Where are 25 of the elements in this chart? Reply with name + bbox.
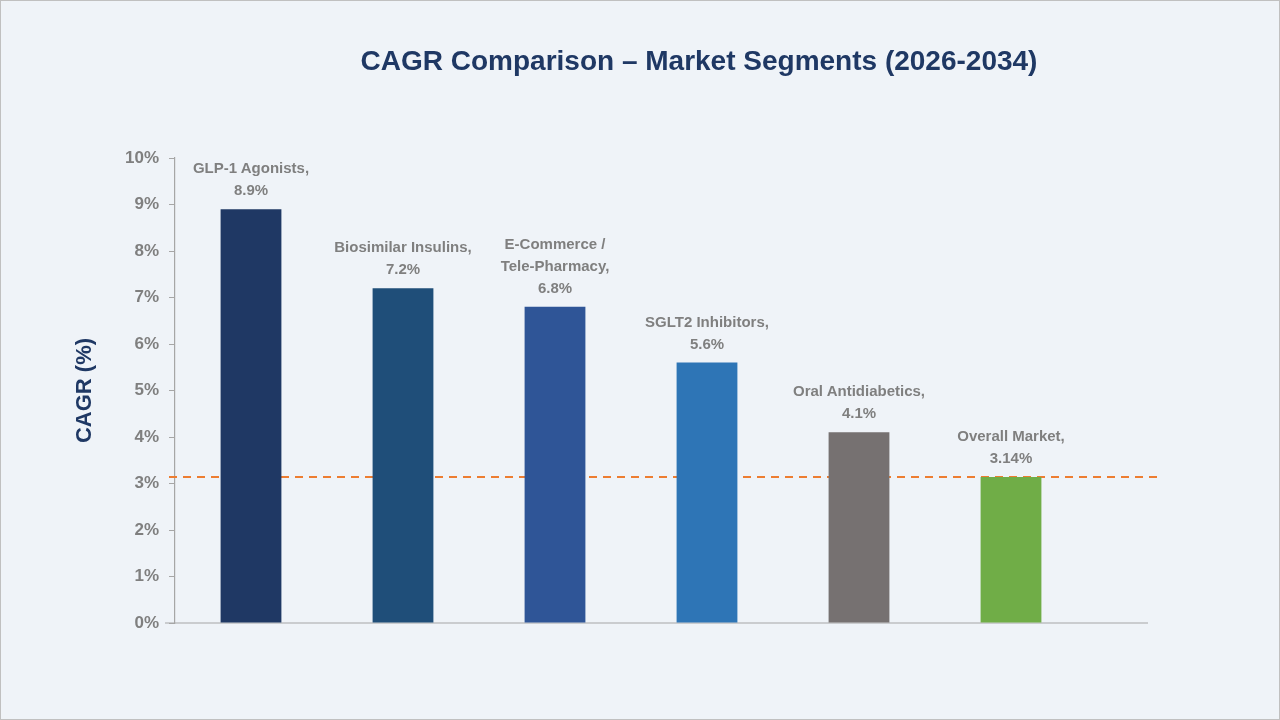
y-tick-label: 8% [134,240,159,260]
y-tick-label: 5% [134,380,159,400]
bar [372,288,434,623]
bar [676,362,738,623]
y-tick-label: 10% [124,147,159,167]
bar [220,209,282,623]
y-tick-label: 4% [134,426,159,446]
y-tick-label: 9% [134,194,159,214]
y-tick-label: 2% [134,519,159,539]
data-label: Biosimilar Insulins, 7.2% [334,238,472,278]
y-tick-label: 1% [134,566,159,586]
y-axis-title: CAGR (%) [71,337,97,444]
data-label: SGLT2 Inhibitors, 5.6% [645,312,769,352]
y-tick-label: 3% [134,473,159,493]
data-label: Overall Market, 3.14% [957,426,1065,466]
data-label: GLP-1 Agonists, 8.9% [192,159,310,199]
bar [980,476,1042,623]
y-tick-label: 0% [134,612,159,632]
data-label: E-Commerce / Tele-Pharmacy, 6.8% [500,234,610,296]
y-tick-label: 6% [134,333,159,353]
bar [524,306,586,623]
bar [828,432,890,623]
chart-title: CAGR Comparison – Market Segments (2026-2034) [359,44,1039,78]
data-label: Oral Antidiabetics, 4.1% [793,382,925,422]
y-tick-label: 7% [134,287,159,307]
